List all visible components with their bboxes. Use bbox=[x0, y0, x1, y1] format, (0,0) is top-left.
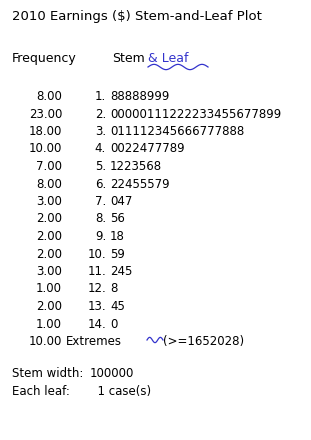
Text: 0: 0 bbox=[110, 318, 117, 330]
Text: Stem: Stem bbox=[112, 52, 145, 65]
Text: 2.: 2. bbox=[95, 107, 106, 121]
Text: 13.: 13. bbox=[87, 300, 106, 313]
Text: 18.00: 18.00 bbox=[29, 125, 62, 138]
Text: Frequency: Frequency bbox=[12, 52, 77, 65]
Text: 245: 245 bbox=[110, 265, 132, 278]
Text: 1 case(s): 1 case(s) bbox=[90, 385, 151, 397]
Text: 8.00: 8.00 bbox=[36, 90, 62, 103]
Text: Extremes: Extremes bbox=[66, 335, 122, 348]
Text: 5.: 5. bbox=[95, 160, 106, 173]
Text: 45: 45 bbox=[110, 300, 125, 313]
Text: 100000: 100000 bbox=[90, 367, 134, 379]
Text: 10.00: 10.00 bbox=[29, 335, 62, 348]
Text: & Leaf: & Leaf bbox=[148, 52, 188, 65]
Text: 011112345666777888: 011112345666777888 bbox=[110, 125, 244, 138]
Text: 88888999: 88888999 bbox=[110, 90, 169, 103]
Text: (>=1652028): (>=1652028) bbox=[163, 335, 244, 348]
Text: 4.: 4. bbox=[95, 143, 106, 155]
Text: 12.: 12. bbox=[87, 282, 106, 296]
Text: 7.00: 7.00 bbox=[36, 160, 62, 173]
Text: 2.00: 2.00 bbox=[36, 300, 62, 313]
Text: 00000111222233455677899: 00000111222233455677899 bbox=[110, 107, 281, 121]
Text: 8.: 8. bbox=[95, 213, 106, 225]
Text: 3.00: 3.00 bbox=[36, 195, 62, 208]
Text: 3.: 3. bbox=[95, 125, 106, 138]
Text: 23.00: 23.00 bbox=[29, 107, 62, 121]
Text: 2010 Earnings ($) Stem-and-Leaf Plot: 2010 Earnings ($) Stem-and-Leaf Plot bbox=[12, 10, 262, 23]
Text: 56: 56 bbox=[110, 213, 125, 225]
Text: Stem width:: Stem width: bbox=[12, 367, 83, 379]
Text: 1.: 1. bbox=[95, 90, 106, 103]
Text: 1223568: 1223568 bbox=[110, 160, 162, 173]
Text: 9.: 9. bbox=[95, 230, 106, 243]
Text: 59: 59 bbox=[110, 247, 125, 260]
Text: 11.: 11. bbox=[87, 265, 106, 278]
Text: 6.: 6. bbox=[95, 177, 106, 191]
Text: 3.00: 3.00 bbox=[36, 265, 62, 278]
Text: 22455579: 22455579 bbox=[110, 177, 169, 191]
Text: 1.00: 1.00 bbox=[36, 282, 62, 296]
Text: Each leaf:: Each leaf: bbox=[12, 385, 70, 397]
Text: 2.00: 2.00 bbox=[36, 213, 62, 225]
Text: 7.: 7. bbox=[95, 195, 106, 208]
Text: 2.00: 2.00 bbox=[36, 230, 62, 243]
Text: 8: 8 bbox=[110, 282, 117, 296]
Text: 0022477789: 0022477789 bbox=[110, 143, 185, 155]
Text: 2.00: 2.00 bbox=[36, 247, 62, 260]
Text: 8.00: 8.00 bbox=[36, 177, 62, 191]
Text: 14.: 14. bbox=[87, 318, 106, 330]
Text: 047: 047 bbox=[110, 195, 132, 208]
Text: 18: 18 bbox=[110, 230, 125, 243]
Text: 10.00: 10.00 bbox=[29, 143, 62, 155]
Text: 1.00: 1.00 bbox=[36, 318, 62, 330]
Text: 10.: 10. bbox=[87, 247, 106, 260]
